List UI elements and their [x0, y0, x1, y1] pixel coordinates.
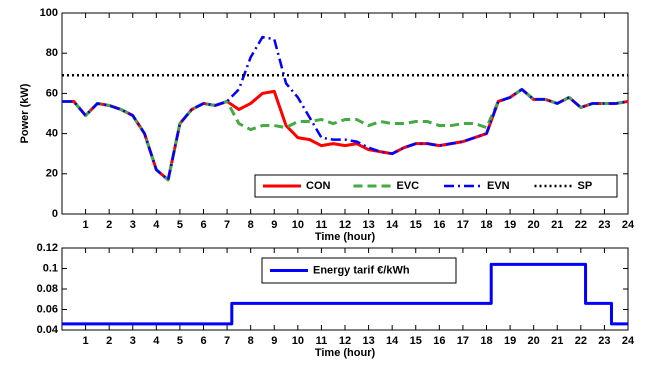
x-tick-label: 15	[410, 219, 422, 231]
x-tick-label: 11	[316, 219, 328, 231]
x-tick-label: 10	[292, 335, 304, 347]
x-tick-label: 7	[224, 219, 230, 231]
legend-label: SP	[578, 180, 593, 192]
x-tick-label: 9	[271, 335, 277, 347]
y-tick-label: 0.12	[37, 242, 58, 254]
x-tick-label: 2	[106, 335, 112, 347]
x-tick-label: 5	[177, 335, 183, 347]
y-tick-label: 40	[46, 128, 58, 140]
x-tick-label: 23	[598, 335, 610, 347]
x-tick-label: 8	[248, 335, 254, 347]
x-tick-label: 18	[480, 219, 492, 231]
x-axis-label: Time (hour)	[315, 347, 376, 359]
x-tick-label: 14	[386, 335, 399, 347]
x-tick-label: 3	[130, 335, 136, 347]
y-tick-label: 80	[46, 47, 58, 59]
y-tick-label: 0.08	[37, 283, 58, 295]
x-tick-label: 1	[83, 219, 89, 231]
x-tick-label: 13	[362, 219, 374, 231]
x-tick-label: 23	[598, 219, 610, 231]
x-tick-label: 3	[130, 219, 136, 231]
x-tick-label: 18	[480, 335, 492, 347]
x-tick-label: 4	[153, 335, 160, 347]
x-tick-label: 20	[528, 335, 540, 347]
x-tick-label: 17	[457, 335, 469, 347]
legend-label: EVN	[487, 180, 510, 192]
series-line	[62, 35, 629, 182]
x-tick-label: 11	[316, 335, 328, 347]
legend-label: CON	[306, 180, 331, 192]
x-tick-label: 7	[224, 335, 230, 347]
x-tick-label: 20	[528, 219, 540, 231]
x-tick-label: 17	[457, 219, 469, 231]
x-tick-label: 2	[106, 219, 112, 231]
x-tick-label: 22	[575, 335, 587, 347]
y-tick-label: 60	[46, 87, 58, 99]
x-tick-label: 4	[153, 219, 160, 231]
x-tick-label: 12	[339, 219, 351, 231]
x-tick-label: 6	[200, 335, 206, 347]
x-tick-label: 16	[433, 219, 445, 231]
x-tick-label: 6	[200, 219, 206, 231]
x-tick-label: 5	[177, 219, 183, 231]
x-tick-label: 19	[504, 219, 516, 231]
x-tick-label: 24	[622, 335, 635, 347]
x-tick-label: 14	[386, 219, 399, 231]
x-tick-label: 22	[575, 219, 587, 231]
y-tick-label: 20	[46, 168, 58, 180]
legend-label: Energy tarif €/kWh	[313, 264, 410, 276]
x-tick-label: 10	[292, 219, 304, 231]
x-tick-label: 16	[433, 335, 445, 347]
y-tick-label: 100	[40, 7, 58, 19]
y-tick-label: 0	[52, 208, 58, 220]
x-tick-label: 12	[339, 335, 351, 347]
x-tick-label: 19	[504, 335, 516, 347]
x-tick-label: 13	[362, 335, 374, 347]
x-tick-label: 15	[410, 335, 422, 347]
series-line	[62, 262, 628, 326]
x-axis-label: Time (hour)	[315, 231, 376, 243]
x-tick-label: 9	[271, 219, 277, 231]
y-axis-label: Power (kW)	[19, 83, 31, 143]
x-tick-label: 1	[83, 335, 89, 347]
y-tick-label: 0.06	[37, 303, 58, 315]
x-tick-label: 8	[248, 219, 254, 231]
x-tick-label: 24	[622, 219, 635, 231]
x-tick-label: 21	[551, 335, 563, 347]
legend-box	[254, 174, 618, 198]
legend-label: EVC	[397, 180, 420, 192]
y-tick-label: 0.1	[43, 262, 58, 274]
y-tick-label: 0.04	[37, 324, 59, 336]
x-tick-label: 21	[551, 219, 563, 231]
